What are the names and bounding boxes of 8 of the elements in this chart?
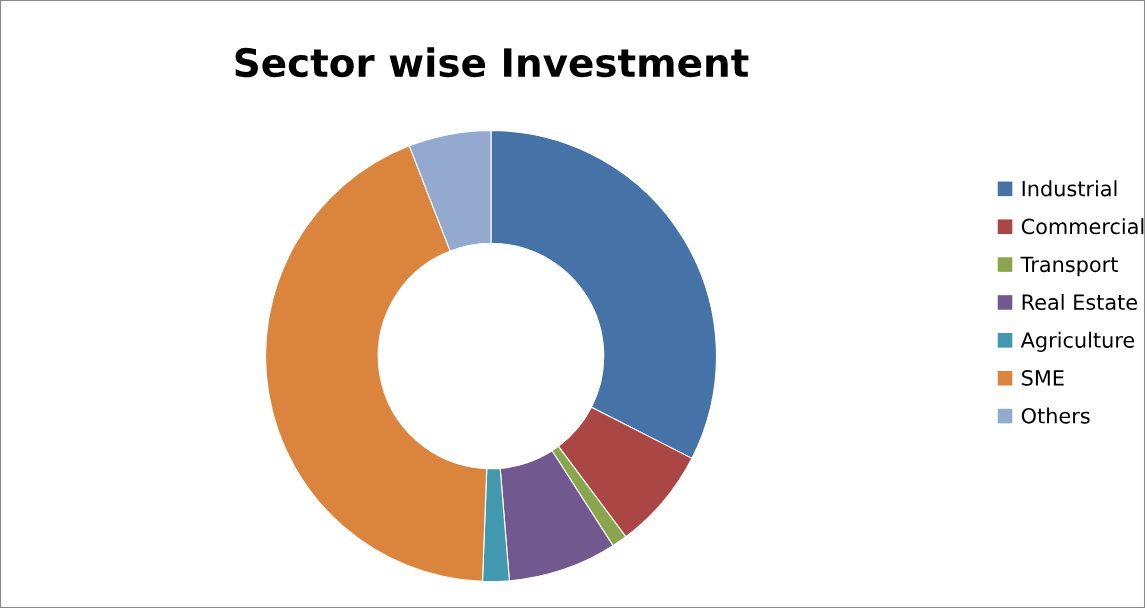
legend-label: Others <box>1021 407 1090 424</box>
legend-label: Real Estate <box>1022 293 1137 311</box>
chart-title: Sector wise Investment <box>235 47 749 78</box>
legend-label: Agriculture <box>1020 331 1135 352</box>
legend-label: Commercial <box>1021 218 1144 235</box>
legend-label: Industrial <box>1022 180 1117 197</box>
legend-label: Transport <box>1020 256 1118 277</box>
legend-label: SME <box>1022 370 1064 386</box>
